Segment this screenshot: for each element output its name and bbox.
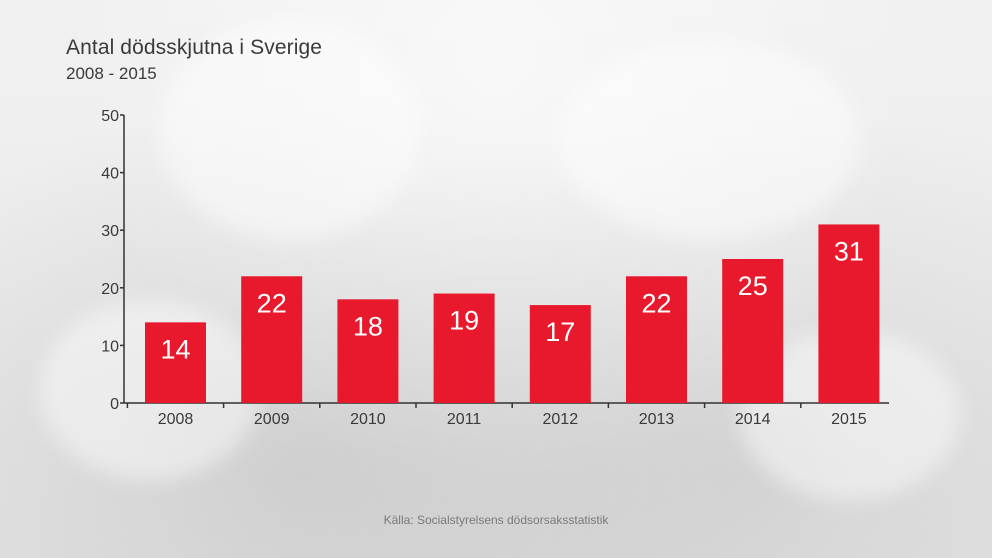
x-tick-label: 2014	[735, 411, 771, 428]
bar-2013	[626, 276, 687, 403]
y-tick-label: 0	[110, 396, 119, 413]
bar-2008	[145, 322, 206, 403]
bar-2010	[337, 299, 399, 403]
bar-value-label: 22	[641, 288, 671, 318]
bar-value-label: 17	[545, 317, 575, 347]
bar-value-label: 25	[738, 271, 768, 301]
y-axis: 0 10 20 30 40 50	[101, 108, 125, 413]
x-axis: 2008 2009 2010 2011 2012 2013 2014 2015	[124, 402, 889, 428]
source-note: Källa: Socialstyrelsens dödsorsaksstatis…	[383, 513, 609, 527]
bar-value-label: 19	[449, 306, 479, 336]
bars	[145, 224, 880, 403]
bar-2015	[818, 224, 880, 403]
bar-value-label: 31	[834, 236, 864, 266]
x-tick-label: 2009	[254, 411, 290, 428]
x-tick-label: 2010	[350, 411, 386, 428]
x-tick-label: 2011	[447, 411, 482, 428]
x-tick-label: 2008	[158, 411, 194, 428]
x-tick-label: 2015	[831, 411, 867, 428]
y-tick-label: 20	[101, 281, 119, 298]
bar-value-label: 18	[353, 311, 383, 341]
y-tick-label: 10	[101, 338, 119, 355]
bar-2014	[722, 259, 784, 403]
bar-value-label: 22	[257, 288, 287, 318]
chart-title: Antal dödsskjutna i Sverige	[66, 36, 323, 59]
chart-subtitle: 2008 - 2015	[66, 64, 157, 83]
y-tick-label: 40	[101, 166, 119, 183]
value-labels: 14 22 18 19 17 22 25 31	[160, 236, 863, 364]
bar-2011	[433, 293, 495, 403]
bar-2012	[529, 305, 591, 403]
bar-value-label: 14	[160, 334, 190, 364]
bar-2009	[241, 276, 303, 403]
y-tick-label: 30	[101, 223, 119, 240]
x-tick-label: 2013	[639, 411, 675, 428]
x-tick-label: 2012	[543, 411, 579, 428]
y-tick-label: 50	[101, 108, 119, 125]
